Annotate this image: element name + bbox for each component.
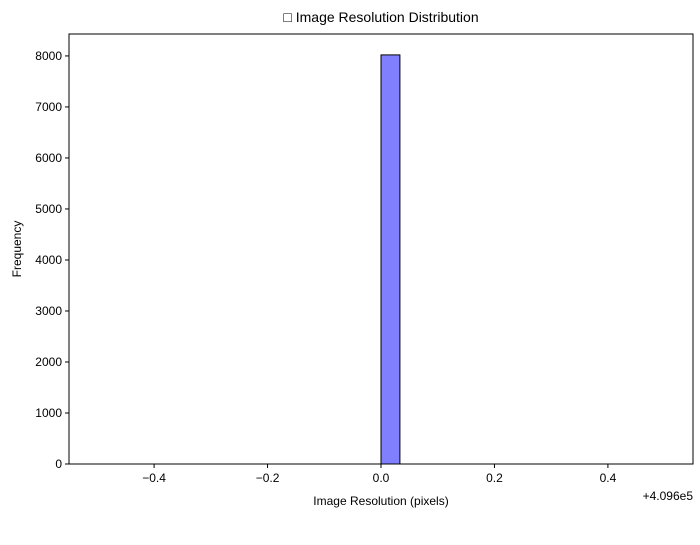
y-axis: 0 1000 2000 3000 4000 5000 6000 7000 8000: [35, 49, 69, 471]
y-tick-label: 8000: [35, 49, 62, 63]
chart-title: □ Image Resolution Distribution: [283, 9, 478, 25]
y-tick-label: 3000: [35, 304, 62, 318]
histogram-bar: [380, 54, 401, 465]
y-tick-label: 5000: [35, 202, 62, 216]
x-tick-label: 0.4: [600, 471, 617, 485]
x-tick-label: −0.4: [142, 471, 166, 485]
y-axis-label: Frequency: [10, 221, 24, 278]
x-axis-label: Image Resolution (pixels): [313, 494, 448, 508]
x-tick-label: 0.2: [486, 471, 503, 485]
plot-area: [380, 54, 401, 465]
y-tick-label: 2000: [35, 355, 62, 369]
x-axis: −0.4 −0.2 0.0 0.2 0.4: [142, 464, 617, 485]
y-tick-label: 7000: [35, 100, 62, 114]
y-tick-label: 0: [55, 457, 62, 471]
x-tick-label: −0.2: [256, 471, 280, 485]
y-tick-label: 4000: [35, 253, 62, 267]
x-axis-offset-label: +4.096e5: [643, 489, 694, 503]
y-tick-label: 1000: [35, 406, 62, 420]
y-tick-label: 6000: [35, 151, 62, 165]
x-tick-label: 0.0: [373, 471, 390, 485]
